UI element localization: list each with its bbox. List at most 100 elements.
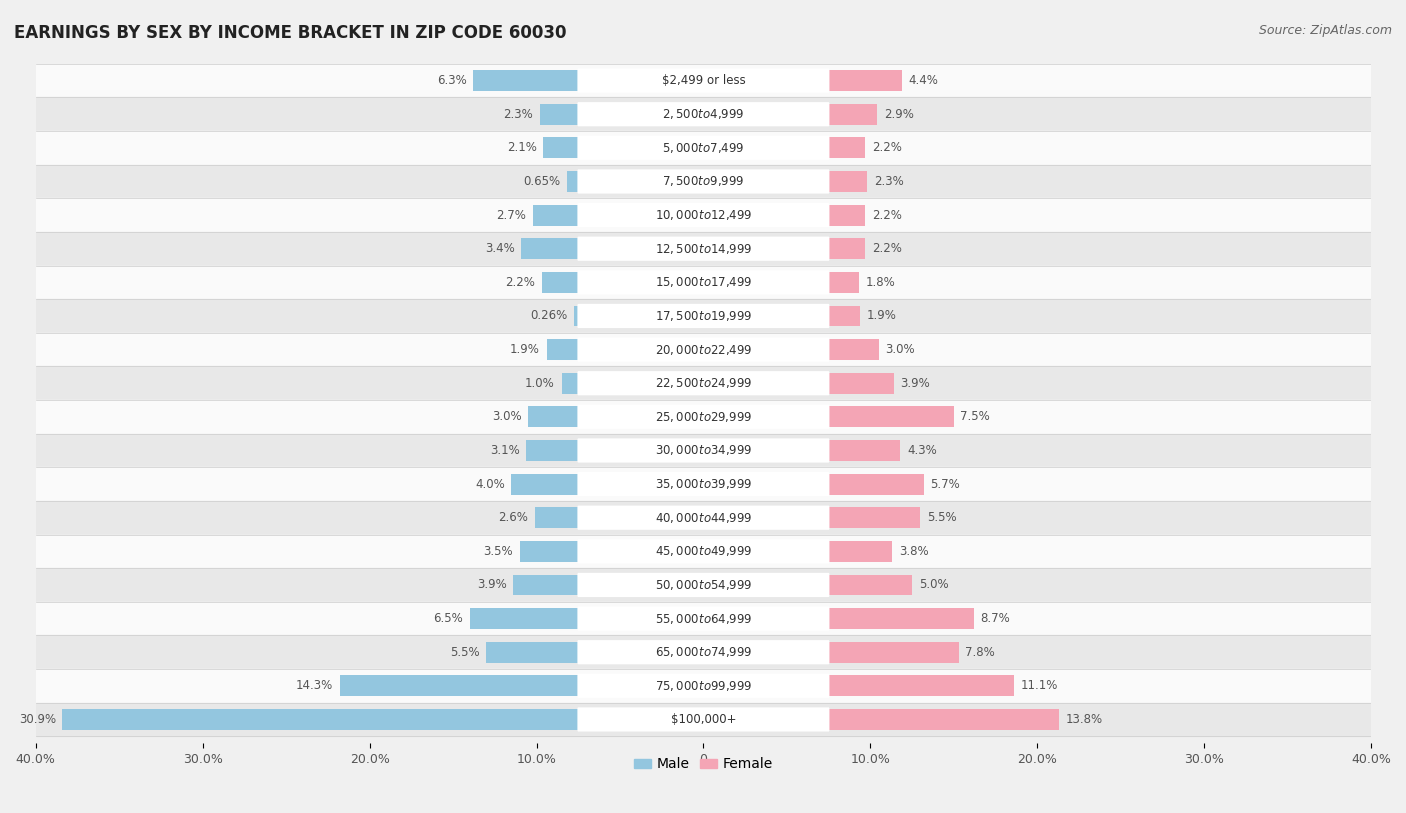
Bar	[828, 641, 959, 663]
FancyBboxPatch shape	[578, 539, 830, 563]
FancyBboxPatch shape	[578, 337, 830, 362]
Bar	[828, 575, 912, 595]
Text: $55,000 to $64,999: $55,000 to $64,999	[655, 611, 752, 625]
FancyBboxPatch shape	[578, 674, 830, 698]
Bar	[522, 238, 578, 259]
Text: $30,000 to $34,999: $30,000 to $34,999	[655, 443, 752, 458]
Text: 2.2%: 2.2%	[505, 276, 534, 289]
Text: 3.1%: 3.1%	[491, 444, 520, 457]
FancyBboxPatch shape	[578, 472, 830, 496]
Text: 1.9%: 1.9%	[510, 343, 540, 356]
Text: $35,000 to $39,999: $35,000 to $39,999	[655, 477, 752, 491]
Text: 5.7%: 5.7%	[931, 477, 960, 490]
FancyBboxPatch shape	[578, 707, 830, 732]
Bar	[828, 541, 891, 562]
Text: 3.8%: 3.8%	[898, 545, 928, 558]
Bar	[529, 406, 578, 428]
Bar	[828, 70, 903, 91]
Bar	[35, 602, 1371, 636]
Text: 8.7%: 8.7%	[980, 612, 1011, 625]
Text: $65,000 to $74,999: $65,000 to $74,999	[655, 646, 752, 659]
Bar	[513, 575, 578, 595]
Text: $75,000 to $99,999: $75,000 to $99,999	[655, 679, 752, 693]
FancyBboxPatch shape	[578, 68, 830, 93]
Bar	[828, 709, 1059, 730]
Bar	[574, 306, 578, 326]
Text: 14.3%: 14.3%	[295, 680, 333, 693]
Bar	[35, 501, 1371, 534]
Text: 3.5%: 3.5%	[484, 545, 513, 558]
Text: 3.0%: 3.0%	[886, 343, 915, 356]
Bar	[828, 676, 1014, 696]
Bar	[828, 339, 879, 360]
Bar	[35, 400, 1371, 433]
Bar	[35, 702, 1371, 737]
FancyBboxPatch shape	[578, 237, 830, 261]
FancyBboxPatch shape	[578, 270, 830, 294]
Text: Source: ZipAtlas.com: Source: ZipAtlas.com	[1258, 24, 1392, 37]
Bar	[35, 669, 1371, 702]
Text: 3.0%: 3.0%	[492, 411, 522, 424]
Text: $15,000 to $17,499: $15,000 to $17,499	[655, 276, 752, 289]
Bar	[828, 507, 921, 528]
Bar	[35, 636, 1371, 669]
Bar	[35, 534, 1371, 568]
Bar	[35, 333, 1371, 367]
FancyBboxPatch shape	[578, 506, 830, 530]
Bar	[340, 676, 578, 696]
Text: $45,000 to $49,999: $45,000 to $49,999	[655, 545, 752, 559]
Bar	[547, 339, 578, 360]
FancyBboxPatch shape	[578, 438, 830, 463]
Bar	[520, 541, 578, 562]
Text: $17,500 to $19,999: $17,500 to $19,999	[655, 309, 752, 323]
Bar	[568, 171, 578, 192]
Text: 2.9%: 2.9%	[884, 107, 914, 120]
Bar	[828, 104, 877, 124]
Bar	[35, 63, 1371, 98]
FancyBboxPatch shape	[578, 203, 830, 227]
FancyBboxPatch shape	[578, 102, 830, 126]
FancyBboxPatch shape	[578, 136, 830, 160]
Text: $50,000 to $54,999: $50,000 to $54,999	[655, 578, 752, 592]
FancyBboxPatch shape	[578, 304, 830, 328]
Bar	[541, 272, 578, 293]
Bar	[828, 440, 900, 461]
Text: 13.8%: 13.8%	[1066, 713, 1102, 726]
Text: 2.2%: 2.2%	[872, 141, 901, 154]
Text: 7.5%: 7.5%	[960, 411, 990, 424]
Bar	[35, 467, 1371, 501]
Text: 2.3%: 2.3%	[873, 175, 904, 188]
Bar	[828, 137, 865, 159]
Bar	[35, 232, 1371, 266]
Bar	[62, 709, 578, 730]
Text: $2,499 or less: $2,499 or less	[662, 74, 745, 87]
FancyBboxPatch shape	[578, 606, 830, 631]
Text: 1.0%: 1.0%	[524, 376, 555, 389]
Bar	[828, 306, 860, 326]
Text: 2.2%: 2.2%	[872, 209, 901, 222]
Text: 1.8%: 1.8%	[865, 276, 896, 289]
Text: $40,000 to $44,999: $40,000 to $44,999	[655, 511, 752, 524]
Text: 11.1%: 11.1%	[1021, 680, 1057, 693]
Text: $12,500 to $14,999: $12,500 to $14,999	[655, 241, 752, 256]
Text: $25,000 to $29,999: $25,000 to $29,999	[655, 410, 752, 424]
Bar	[35, 367, 1371, 400]
FancyBboxPatch shape	[578, 573, 830, 597]
Bar	[828, 205, 865, 225]
Bar	[472, 70, 578, 91]
Bar	[35, 198, 1371, 232]
Text: $7,500 to $9,999: $7,500 to $9,999	[662, 175, 745, 189]
Bar	[828, 608, 974, 629]
Text: 5.5%: 5.5%	[450, 646, 479, 659]
Text: 0.26%: 0.26%	[530, 310, 567, 323]
Bar	[828, 373, 894, 393]
Bar	[35, 98, 1371, 131]
Text: 5.0%: 5.0%	[918, 579, 949, 592]
Bar	[828, 406, 953, 428]
Bar	[533, 205, 578, 225]
Text: $2,500 to $4,999: $2,500 to $4,999	[662, 107, 745, 121]
Text: 2.3%: 2.3%	[503, 107, 533, 120]
Bar	[828, 238, 865, 259]
Bar	[543, 137, 578, 159]
FancyBboxPatch shape	[578, 371, 830, 395]
